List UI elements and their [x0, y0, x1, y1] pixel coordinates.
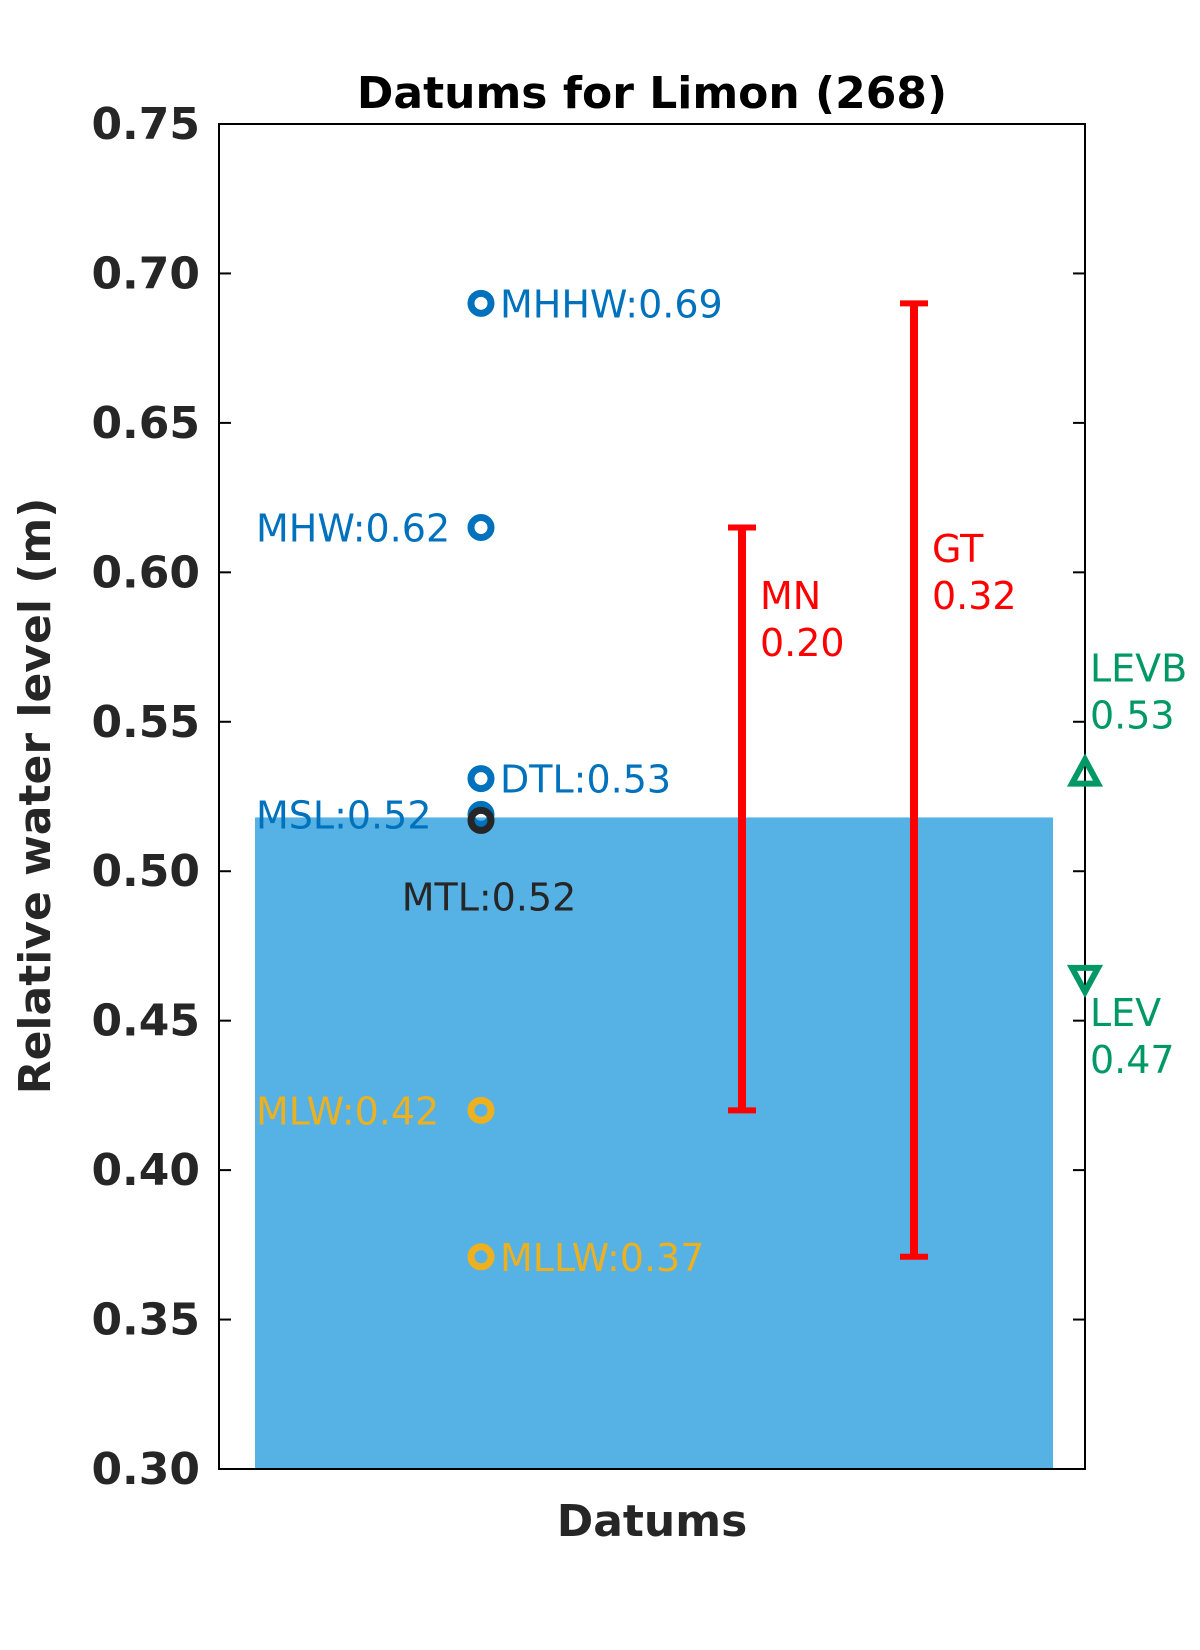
range-value-gt: 0.32 [932, 574, 1017, 618]
y-tick-label: 0.35 [91, 1295, 200, 1346]
y-tick-label: 0.75 [91, 99, 200, 150]
extreme-value-levb: 0.53 [1090, 694, 1175, 738]
datum-marker-mhw [467, 514, 495, 541]
range-label-gt: GT [932, 527, 984, 571]
extreme-label-levb: LEVB [1090, 647, 1187, 691]
datum-label-mhhw: MHHW:0.69 [500, 282, 723, 326]
datum-label-mtl: MTL:0.52 [402, 875, 577, 919]
extreme-value-lev: 0.47 [1090, 1038, 1175, 1082]
range-label-mn: MN [760, 574, 821, 618]
y-tick-label: 0.50 [91, 846, 200, 897]
x-axis-label: Datums [557, 1496, 748, 1547]
y-axis-ticks: 0.30 0.35 0.40 0.45 0.50 0.55 0.60 0.65 0.70 0.75 [91, 99, 1085, 1495]
plot-frame [218, 123, 1086, 1470]
datum-label-mlw: MLW:0.42 [256, 1089, 439, 1133]
y-tick-label: 0.60 [91, 547, 200, 598]
datum-label-dtl: DTL:0.53 [500, 758, 671, 802]
chart-title: Datums for Limon (268) [357, 68, 947, 119]
datum-marker-mllw [467, 1243, 495, 1271]
chart-marks: MHHW:0.69 MHW:0.62 DTL:0.53 MSL:0.52 MTL:0.5… [256, 282, 1187, 1279]
y-tick-label: 0.65 [91, 398, 200, 449]
datum-marker-mtl [467, 806, 495, 834]
datum-marker-dtl [467, 765, 495, 793]
extreme-label-lev: LEV [1090, 991, 1161, 1035]
extreme-marker-levb [1066, 753, 1104, 787]
y-tick-label: 0.70 [91, 248, 200, 299]
datum-label-mllw: MLLW:0.37 [500, 1236, 704, 1280]
y-tick-label: 0.45 [91, 996, 200, 1047]
y-tick-label: 0.55 [91, 697, 200, 748]
y-tick-label: 0.40 [91, 1145, 200, 1196]
range-value-mn: 0.20 [760, 621, 845, 665]
y-axis-label: Relative water level (m) [10, 498, 61, 1095]
datum-marker-mhhw [467, 289, 495, 317]
water-level-fill [255, 817, 1053, 1469]
datum-label-msl: MSL:0.52 [256, 793, 432, 837]
datum-label-mhw: MHW:0.62 [256, 507, 450, 551]
water-layer [255, 817, 1053, 1469]
y-tick-label: 0.30 [91, 1444, 200, 1495]
datum-marker-mlw [467, 1096, 495, 1124]
extreme-marker-lev [1066, 964, 1104, 999]
